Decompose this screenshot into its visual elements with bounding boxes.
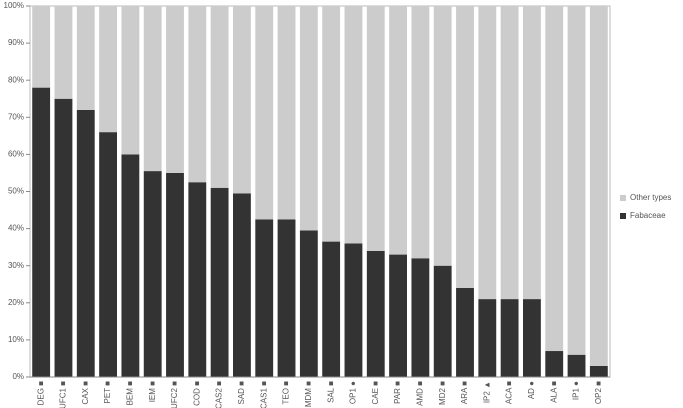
bar-segment [299, 230, 318, 377]
bar-segment [589, 365, 608, 377]
bar-segment [76, 109, 95, 377]
x-tick-label: CAE ■ [371, 381, 380, 405]
bar-segment [456, 287, 474, 377]
x-tick-label: PAR ■ [393, 381, 402, 404]
x-tick-label: CAS2 ■ [215, 381, 224, 408]
bar-segment [277, 6, 296, 220]
bar-segment [121, 154, 140, 377]
x-tick-label: MDM ■ [304, 381, 313, 407]
x-tick-label: AD ● [527, 381, 536, 399]
bar-segment [478, 299, 497, 377]
x-tick-label: DEG ■ [36, 381, 45, 406]
bar-segment [188, 6, 207, 183]
y-tick-label: 40% [8, 224, 24, 233]
x-tick-label: UFC1 ■ [59, 381, 68, 408]
x-tick-label: ARA ■ [460, 381, 469, 404]
bar-segment [344, 243, 363, 377]
legend-label: Fabaceae [630, 211, 666, 220]
bar-segment [389, 254, 407, 377]
bar-segment [143, 6, 162, 172]
x-tick-label: ACA ■ [505, 381, 514, 404]
bar-segment [500, 6, 519, 300]
bar-segment [121, 6, 140, 155]
bar-segment [389, 6, 407, 255]
bar-segment [233, 6, 251, 194]
x-tick-label: AMD ■ [415, 381, 424, 406]
y-tick-label: 80% [8, 75, 24, 84]
bar-segment [567, 6, 586, 355]
y-tick-label: 0% [12, 372, 24, 381]
bar-segment [523, 299, 541, 377]
bar-segment [589, 6, 608, 366]
bar-segment [255, 219, 274, 377]
bar-segment [411, 6, 430, 259]
bar-segment [545, 351, 564, 377]
bar-segment [500, 299, 519, 377]
x-tick-label: OP1 ● [349, 381, 358, 404]
y-tick-label: 100% [4, 1, 24, 10]
bar-segment [166, 6, 184, 173]
bar-segment [188, 182, 207, 377]
bar-segment [433, 6, 452, 266]
bar-segment [166, 172, 184, 377]
bar-segment [76, 6, 95, 110]
x-tick-label: CAX ■ [81, 381, 90, 405]
x-tick-label: UFC2 ■ [170, 381, 179, 408]
y-tick-label: 10% [8, 335, 24, 344]
bar-segment [255, 6, 274, 220]
y-tick-label: 30% [8, 261, 24, 270]
bar-segment [478, 6, 497, 300]
x-tick-label: BEM ■ [125, 381, 134, 406]
bar-segment [143, 171, 162, 377]
legend-swatch [620, 195, 626, 201]
x-tick-label: COD ■ [192, 381, 201, 406]
bar-segment [523, 6, 541, 300]
bar-segment [277, 219, 296, 377]
bar-segment [210, 6, 229, 188]
x-tick-label: MD2 ■ [438, 381, 447, 405]
legend-label: Other types [630, 193, 671, 202]
x-tick-label: OP2 ■ [594, 381, 603, 404]
x-tick-label: IP2 ▲ [482, 381, 491, 403]
bar-segment [322, 241, 341, 377]
bar-segment [54, 6, 73, 99]
legend-swatch [620, 213, 626, 219]
bar-segment [99, 132, 117, 377]
y-tick-label: 60% [8, 150, 24, 159]
bar-segment [233, 193, 251, 377]
x-tick-label: SAD ■ [237, 381, 246, 405]
x-tick-label: PET ■ [103, 381, 112, 404]
bar-segment [411, 258, 430, 377]
x-tick-label: IP1 ● [572, 381, 581, 400]
x-tick-label: TEO ■ [282, 381, 291, 405]
bar-segment [456, 6, 474, 288]
bar-segment [54, 98, 73, 377]
x-tick-label: CAS1 ■ [259, 381, 268, 408]
bar-segment [344, 6, 363, 244]
x-tick-label: IEM ■ [148, 381, 157, 402]
bar-segment [32, 87, 51, 378]
bar-segment [322, 6, 341, 242]
y-tick-label: 90% [8, 38, 24, 47]
bar-segment [545, 6, 564, 352]
bar-segment [366, 6, 385, 251]
bar-segment [210, 187, 229, 377]
bar-segment [32, 6, 51, 88]
y-tick-label: 50% [8, 187, 24, 196]
bar-segment [299, 6, 318, 231]
bar-segment [99, 6, 117, 133]
x-tick-label: SAL ■ [326, 381, 335, 403]
y-tick-label: 20% [8, 298, 24, 307]
x-tick-label: ALA ■ [549, 381, 558, 403]
bar-segment [567, 354, 586, 377]
bar-segment [366, 250, 385, 377]
bar-segment [433, 265, 452, 377]
y-tick-label: 70% [8, 112, 24, 121]
